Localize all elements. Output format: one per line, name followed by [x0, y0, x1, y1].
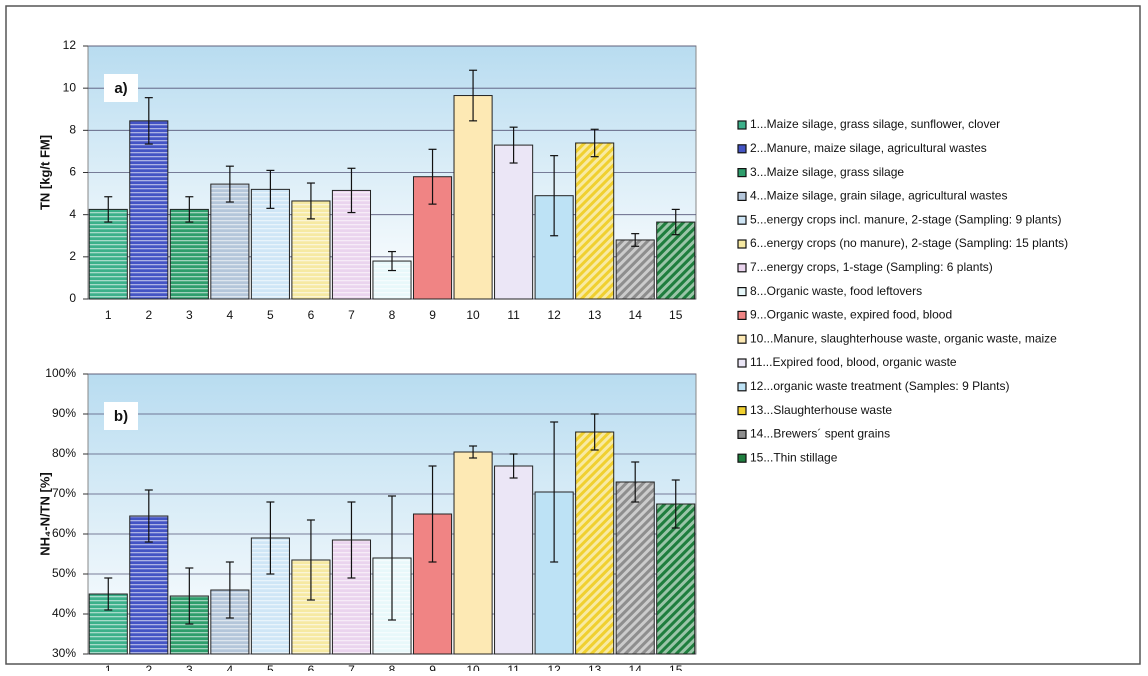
y-tick-label: 8	[69, 123, 76, 137]
panel-label-box	[104, 402, 138, 430]
x-tick-label: 14	[629, 308, 643, 322]
y-tick-label: 12	[63, 38, 77, 52]
legend-swatch	[737, 263, 747, 273]
x-tick-label: 12	[547, 308, 561, 322]
legend-label: 7...energy crops, 1-stage (Sampling: 6 p…	[750, 260, 993, 274]
legend-label: 15...Thin stillage	[750, 450, 838, 464]
x-tick-label: 3	[186, 663, 193, 671]
x-tick-label: 1	[105, 663, 112, 671]
legend-swatch	[737, 191, 747, 201]
legend-swatch	[737, 429, 747, 439]
legend-swatch	[737, 358, 747, 368]
x-tick-label: 5	[267, 308, 274, 322]
x-tick-label: 10	[466, 663, 480, 671]
y-tick-label: 100%	[45, 366, 76, 380]
y-tick-label: 90%	[52, 406, 76, 420]
legend-label: 3...Maize silage, grass silage	[750, 165, 904, 179]
x-tick-label: 7	[348, 308, 355, 322]
bar	[331, 189, 372, 300]
x-tick-label: 4	[227, 663, 234, 671]
x-tick-label: 3	[186, 308, 193, 322]
legend-swatch	[737, 406, 747, 416]
bar	[494, 144, 534, 300]
legend-swatch	[737, 287, 747, 297]
bar	[88, 208, 128, 300]
legend-label: 9...Organic waste, expired food, blood	[750, 308, 952, 322]
x-tick-label: 6	[308, 308, 315, 322]
y-tick-label: 50%	[52, 566, 76, 580]
x-tick-label: 5	[267, 663, 274, 671]
x-tick-label: 8	[389, 663, 396, 671]
legend-swatch	[737, 453, 747, 463]
x-tick-label: 2	[145, 308, 152, 322]
y-tick-label: 30%	[52, 646, 76, 660]
bar	[615, 239, 655, 300]
y-tick-label: 10	[63, 80, 77, 94]
x-tick-label: 9	[429, 663, 436, 671]
y-tick-label: 80%	[52, 446, 76, 460]
y-tick-label: 60%	[52, 526, 76, 540]
x-tick-label: 10	[466, 308, 480, 322]
legend-label: 5...energy crops incl. manure, 2-stage (…	[750, 212, 1061, 226]
legend-label: 11...Expired food, blood, organic waste	[750, 355, 957, 369]
bar	[210, 183, 250, 300]
legend-swatch	[737, 215, 747, 225]
legend-swatch	[737, 382, 747, 392]
bar	[453, 95, 493, 300]
y-tick-label: 40%	[52, 606, 76, 620]
x-tick-label: 13	[588, 663, 602, 671]
legend-label: 8...Organic waste, food leftovers	[750, 284, 922, 298]
legend-label: 12...organic waste treatment (Samples: 9…	[750, 379, 1009, 393]
x-tick-label: 8	[389, 308, 396, 322]
x-tick-label: 15	[669, 308, 683, 322]
x-tick-label: 2	[145, 663, 152, 671]
legend-label: 10...Manure, slaughterhouse waste, organ…	[750, 331, 1057, 345]
legend-swatch	[737, 334, 747, 344]
x-tick-label: 9	[429, 308, 436, 322]
bar	[250, 537, 290, 655]
bar	[494, 465, 534, 655]
legend-label: 13...Slaughterhouse waste	[750, 403, 892, 417]
x-tick-label: 11	[507, 663, 520, 671]
x-tick-label: 1	[105, 308, 112, 322]
bar	[453, 451, 493, 655]
x-tick-label: 11	[507, 308, 520, 322]
bar	[169, 208, 209, 300]
y-tick-label: 2	[69, 249, 76, 263]
y-tick-label: 6	[69, 165, 76, 179]
legend-label: 4...Maize silage, grain silage, agricult…	[750, 189, 1007, 203]
bar	[575, 142, 615, 300]
y-tick-label: 70%	[52, 486, 76, 500]
legend-label: 2...Manure, maize silage, agricultural w…	[750, 141, 987, 155]
x-tick-label: 6	[308, 663, 315, 671]
legend-swatch	[737, 120, 747, 130]
bar	[129, 120, 169, 300]
x-tick-label: 7	[348, 663, 355, 671]
bar	[575, 431, 615, 655]
legend-label: 1...Maize silage, grass silage, sunflowe…	[750, 117, 1000, 131]
x-tick-label: 4	[227, 308, 234, 322]
x-tick-label: 13	[588, 308, 602, 322]
y-axis-title: TN [kg/t FM]	[37, 135, 52, 210]
legend-swatch	[737, 310, 747, 320]
panel-label-box	[104, 74, 138, 102]
legend-swatch	[737, 168, 747, 178]
x-tick-label: 15	[669, 663, 683, 671]
legend-label: 14...Brewers´ spent grains	[750, 427, 890, 441]
bar	[656, 503, 696, 655]
legend-swatch	[737, 144, 747, 154]
panel-label: b)	[114, 408, 128, 425]
x-tick-label: 12	[547, 663, 561, 671]
legend-swatch	[737, 239, 747, 249]
y-axis-title: NH₄-N/TN [%]	[37, 472, 52, 555]
x-tick-label: 14	[629, 663, 643, 671]
y-tick-label: 4	[69, 207, 76, 221]
bar	[615, 481, 655, 655]
legend-label: 6...energy crops (no manure), 2-stage (S…	[750, 236, 1068, 250]
y-tick-label: 0	[69, 291, 76, 305]
panel-label: a)	[114, 80, 127, 97]
